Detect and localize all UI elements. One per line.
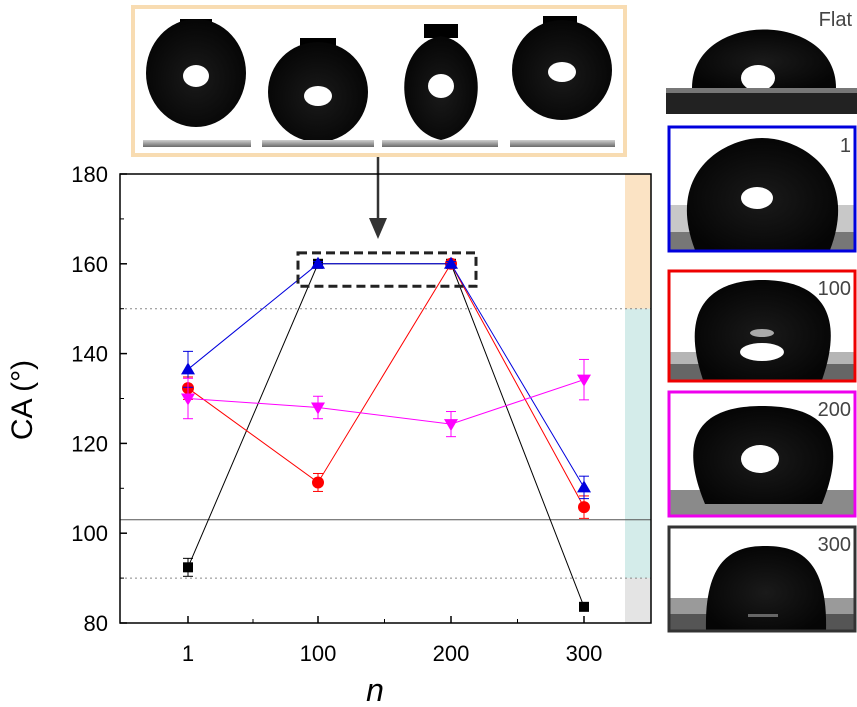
photo-label-flat: Flat — [819, 9, 853, 31]
reference-lines — [120, 308, 651, 579]
y-tick-label: 120 — [71, 431, 108, 456]
photo-n300: 300 — [667, 525, 857, 633]
data-point — [181, 362, 195, 375]
data-point — [311, 402, 325, 415]
hydrophobic-band — [625, 308, 651, 579]
series-line — [187, 263, 585, 608]
photo-n200: 200 — [667, 390, 857, 518]
data-point — [444, 419, 458, 432]
y-tick-label: 100 — [71, 521, 108, 546]
series-line — [187, 262, 585, 508]
droplet-photo-2 — [262, 38, 374, 147]
droplet-photo-3 — [382, 24, 498, 147]
superhydrophobic-band — [625, 174, 651, 309]
photo-flat: Flat — [666, 0, 857, 114]
data-point — [181, 393, 195, 406]
x-tick-label: 1 — [182, 641, 194, 666]
x-tick-label: 100 — [300, 641, 337, 666]
data-point — [578, 501, 590, 514]
x-axis: 1 100 200 300 — [182, 616, 602, 666]
droplet-photo-1 — [143, 19, 251, 147]
data-point — [577, 374, 591, 387]
photo-n100: 100 — [667, 269, 857, 383]
y-tick-label: 160 — [71, 252, 108, 277]
data-series — [181, 256, 591, 612]
photo-n1: 1 — [667, 125, 857, 253]
y-tick-label: 80 — [84, 611, 108, 636]
y-tick-label: 180 — [71, 162, 108, 187]
series-blue-triangles-up — [181, 256, 591, 500]
wettability-bands — [625, 174, 651, 623]
y-axis-title: CA (°) — [6, 360, 39, 440]
photo-label-n1: 1 — [840, 135, 851, 157]
photo-label-n200: 200 — [818, 399, 851, 421]
hydrophilic-band — [625, 578, 651, 623]
series-black-squares — [183, 258, 589, 612]
plot-frame — [119, 173, 652, 624]
series-magenta-triangles-down — [181, 358, 591, 438]
series-line — [187, 263, 585, 488]
y-axis: 80 100 120 140 160 180 — [71, 162, 127, 636]
highlight-box — [296, 251, 478, 288]
data-point — [579, 601, 589, 612]
top-droplet-inset — [131, 5, 627, 157]
y-tick-label: 140 — [71, 342, 108, 367]
data-point — [311, 256, 325, 269]
x-tick-label: 300 — [566, 641, 603, 666]
photo-label-n300: 300 — [818, 534, 851, 556]
x-axis-title: n — [366, 672, 384, 707]
data-point — [183, 562, 193, 573]
series-line — [187, 379, 585, 425]
side-droplet-insets: Flat 1 100 — [666, 0, 857, 633]
data-point — [444, 256, 458, 269]
x-tick-label: 200 — [433, 641, 470, 666]
inset-arrow — [369, 157, 387, 239]
photo-label-n100: 100 — [818, 278, 851, 300]
data-point — [577, 480, 591, 493]
contact-angle-chart: 80 100 120 140 160 180 1 100 200 300 CA (°) n — [6, 162, 652, 707]
droplet-photo-4 — [510, 16, 615, 147]
series-red-circles — [182, 257, 590, 519]
data-point — [312, 476, 324, 489]
